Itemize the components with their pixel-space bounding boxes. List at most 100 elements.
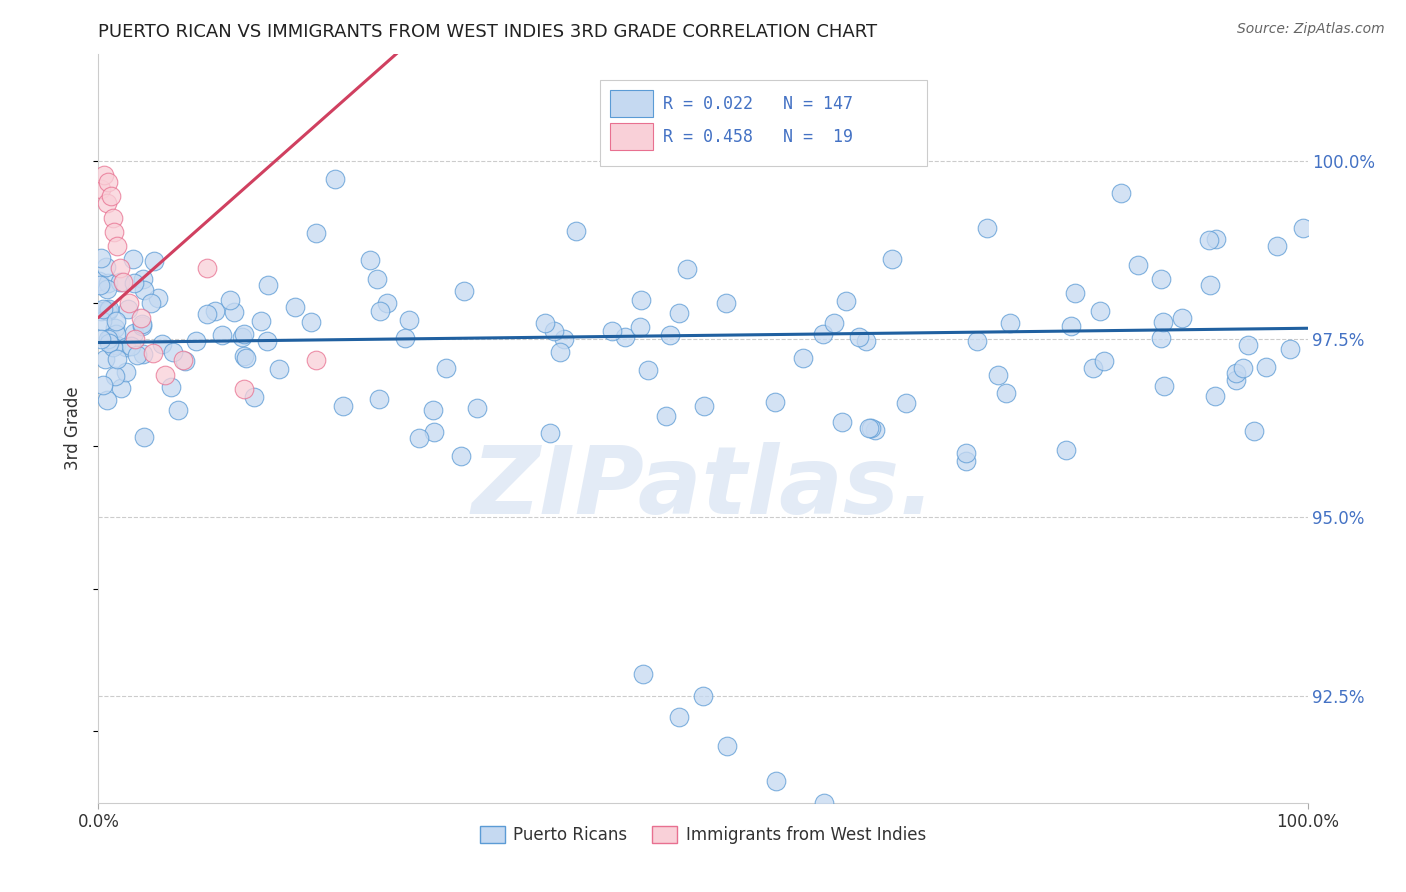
Point <box>96 303 118 318</box>
Point <box>93 302 115 317</box>
Point <box>332 399 354 413</box>
Point <box>97 276 120 290</box>
Point <box>97 332 120 346</box>
Point <box>1292 220 1315 235</box>
Point <box>423 425 446 440</box>
Point <box>222 305 245 319</box>
Point <box>89 274 111 288</box>
Point <box>1265 239 1288 253</box>
Point <box>1063 285 1085 300</box>
Point <box>97 175 120 189</box>
Point <box>122 277 145 291</box>
Legend: Puerto Ricans, Immigrants from West Indies: Puerto Ricans, Immigrants from West Indi… <box>474 819 932 851</box>
Point <box>124 326 146 340</box>
Point <box>1152 315 1174 329</box>
Point <box>994 386 1017 401</box>
Point <box>1171 310 1194 325</box>
Point <box>108 260 131 275</box>
Point <box>538 425 561 440</box>
Point <box>305 227 328 241</box>
Point <box>792 351 814 365</box>
Point <box>548 345 571 359</box>
Point <box>631 667 654 681</box>
Point <box>848 329 870 343</box>
Point <box>1237 338 1260 352</box>
Point <box>628 319 651 334</box>
Point <box>167 402 190 417</box>
Point <box>98 302 121 317</box>
Point <box>91 378 114 392</box>
Point <box>90 332 112 346</box>
Point <box>173 353 195 368</box>
FancyBboxPatch shape <box>600 79 927 166</box>
Point <box>408 431 430 445</box>
Point <box>131 272 153 286</box>
Point <box>553 332 575 346</box>
Point <box>132 346 155 360</box>
Point <box>195 306 218 320</box>
Point <box>204 303 226 318</box>
Point <box>162 345 184 359</box>
Point <box>453 285 475 299</box>
Point <box>375 296 398 310</box>
Point <box>1198 233 1220 247</box>
Point <box>172 353 194 368</box>
Point <box>880 252 903 266</box>
Point <box>98 335 121 350</box>
Point <box>90 314 112 328</box>
Point <box>101 211 124 225</box>
Point <box>90 303 112 318</box>
Point <box>1153 379 1175 393</box>
Point <box>146 292 169 306</box>
Point <box>966 334 988 348</box>
Point <box>368 304 391 318</box>
Text: R = 0.022   N = 147: R = 0.022 N = 147 <box>664 95 853 112</box>
Point <box>131 318 153 332</box>
Point <box>107 352 129 367</box>
Point <box>600 324 623 338</box>
Point <box>1278 342 1301 356</box>
Point <box>998 316 1021 330</box>
Point <box>139 295 162 310</box>
Point <box>637 363 659 377</box>
Point <box>976 220 998 235</box>
Point <box>184 334 207 348</box>
Point <box>422 403 444 417</box>
Point <box>613 330 636 344</box>
Point <box>233 349 256 363</box>
Point <box>1056 442 1078 457</box>
Point <box>121 339 143 353</box>
Point <box>131 319 153 334</box>
Y-axis label: 3rd Grade: 3rd Grade <box>65 386 83 470</box>
Point <box>117 302 139 317</box>
Point <box>692 399 714 413</box>
Point <box>96 393 118 408</box>
Point <box>153 368 176 382</box>
Point <box>129 310 152 325</box>
Point <box>668 710 690 724</box>
Point <box>434 360 457 375</box>
Point <box>955 446 977 460</box>
Point <box>863 423 886 437</box>
Point <box>1199 278 1222 293</box>
Point <box>104 368 127 383</box>
Point <box>1111 186 1133 200</box>
Point <box>813 796 835 810</box>
Point <box>1204 389 1226 403</box>
Text: PUERTO RICAN VS IMMIGRANTS FROM WEST INDIES 3RD GRADE CORRELATION CHART: PUERTO RICAN VS IMMIGRANTS FROM WEST IND… <box>98 23 877 41</box>
Point <box>465 401 488 416</box>
Point <box>1205 232 1227 246</box>
Point <box>256 334 278 349</box>
Point <box>142 346 165 360</box>
Point <box>655 409 678 423</box>
Point <box>105 239 128 253</box>
Point <box>534 316 557 330</box>
Point <box>831 415 853 429</box>
Point <box>96 283 118 297</box>
Point <box>257 277 280 292</box>
Point <box>90 251 112 265</box>
Point <box>104 338 127 352</box>
Point <box>122 252 145 266</box>
Point <box>284 301 307 315</box>
Point <box>813 327 835 342</box>
